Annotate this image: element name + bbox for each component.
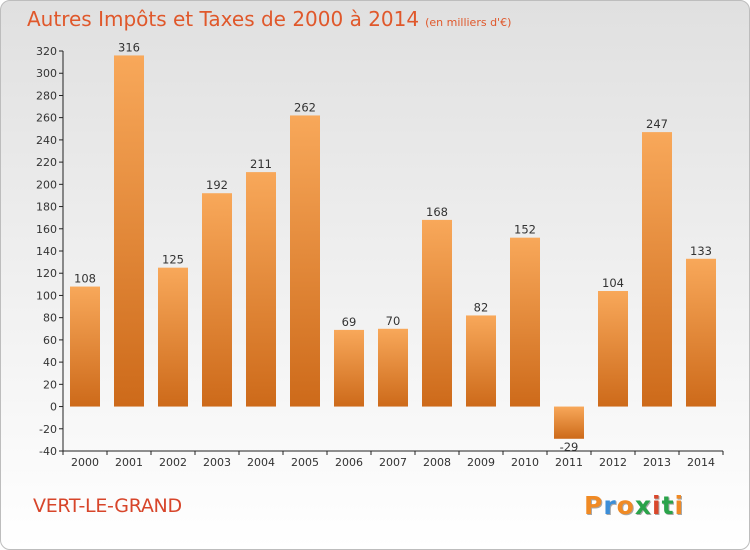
value-label-2005: 262: [294, 100, 316, 114]
bar-2013: [642, 132, 672, 407]
value-label-2010: 152: [514, 223, 536, 237]
y-tick-label: 40: [43, 356, 57, 369]
proxiti-logo: Proxiti: [584, 491, 684, 520]
x-tick-label-2003: 2003: [203, 456, 231, 469]
logo-letter: o: [616, 491, 635, 520]
y-tick-label: 20: [43, 378, 57, 391]
y-tick-label: 140: [36, 245, 57, 258]
chart-title-text: Autres Impôts et Taxes de 2000 à 2014: [27, 7, 420, 31]
logo-letter: r: [603, 491, 617, 520]
chart-title: Autres Impôts et Taxes de 2000 à 2014 (en…: [27, 7, 511, 31]
y-tick-label: 80: [43, 312, 57, 325]
bar-2000: [70, 286, 100, 407]
bar-2002: [158, 267, 188, 407]
y-tick-label: 180: [36, 201, 57, 214]
y-tick-label: 220: [36, 156, 57, 169]
value-label-2014: 133: [690, 244, 712, 258]
city-name: VERT-LE-GRAND: [33, 495, 182, 517]
bar-2006: [334, 329, 364, 407]
y-tick-label: -20: [39, 423, 57, 436]
y-tick-label: 280: [36, 89, 57, 102]
x-tick-label-2007: 2007: [379, 456, 407, 469]
x-tick-labels: 2000 2001 2002 2003 2004 2005 2006 2007 2008 2009…: [62, 451, 724, 469]
bar-2008: [422, 219, 452, 407]
bar-2010: [510, 237, 540, 407]
value-label-2004: 211: [250, 157, 272, 171]
x-tick-label-2000: 2000: [71, 456, 99, 469]
y-tick-label: 320: [36, 45, 57, 58]
y-tick-label: -40: [39, 445, 57, 458]
bar-2004: [246, 172, 276, 407]
y-tick-label: 260: [36, 112, 57, 125]
x-tick-label-2014: 2014: [687, 456, 715, 469]
x-tick-label-2013: 2013: [643, 456, 671, 469]
bar-2012: [598, 291, 628, 407]
bar-2005: [290, 115, 320, 407]
value-label-2000: 108: [74, 272, 96, 286]
value-label-2009: 82: [474, 300, 489, 314]
bar-2011: [554, 406, 584, 439]
value-label-2006: 69: [342, 315, 357, 329]
bar-2007: [378, 328, 408, 407]
x-tick-label-2011: 2011: [555, 456, 583, 469]
bar-2001: [114, 55, 144, 407]
x-tick-label-2009: 2009: [467, 456, 495, 469]
value-label-2007: 70: [386, 314, 401, 328]
logo-letter: i: [652, 491, 662, 520]
x-tick-label-2005: 2005: [291, 456, 319, 469]
value-label-2008: 168: [426, 205, 448, 219]
x-tick-label-2010: 2010: [511, 456, 539, 469]
value-label-2011: -29: [560, 440, 579, 454]
logo-letter: i: [674, 491, 685, 520]
y-tick-label: 160: [36, 223, 57, 236]
logo-letter: t: [661, 491, 675, 520]
bar-2014: [686, 258, 716, 407]
x-tick-label-2004: 2004: [247, 456, 275, 469]
value-label-2001: 316: [118, 40, 140, 54]
y-tick-label: 200: [36, 178, 57, 191]
y-tick-label: 300: [36, 67, 57, 80]
x-tick-label-2006: 2006: [335, 456, 363, 469]
y-tick-label: 120: [36, 267, 57, 280]
x-tick-label-2001: 2001: [115, 456, 143, 469]
x-tick-label-2012: 2012: [599, 456, 627, 469]
x-tick-label-2002: 2002: [159, 456, 187, 469]
bar-2003: [202, 193, 232, 407]
y-tick-label: 240: [36, 134, 57, 147]
x-tick-label-2008: 2008: [423, 456, 451, 469]
value-label-2002: 125: [162, 253, 184, 267]
logo-letter: x: [634, 491, 652, 520]
y-tick-labels: -40 -20 0 20 40 60 80 100 120 140 160 180 200 220 240 2…: [36, 45, 63, 458]
value-label-2013: 247: [646, 117, 668, 131]
y-tick-label: 60: [43, 334, 57, 347]
logo-letter: P: [584, 491, 604, 520]
y-tick-label: 0: [50, 401, 57, 414]
value-label-2012: 104: [602, 276, 624, 290]
y-tick-label: 100: [36, 289, 57, 302]
value-label-2003: 192: [206, 178, 228, 192]
bars: [70, 55, 716, 439]
value-labels: 108 316 125 192 211 262 69 70 168 82 152 -29 104 247 1…: [74, 40, 712, 453]
chart-unit: (en milliers d'€): [425, 16, 512, 29]
bar-2009: [466, 315, 496, 407]
